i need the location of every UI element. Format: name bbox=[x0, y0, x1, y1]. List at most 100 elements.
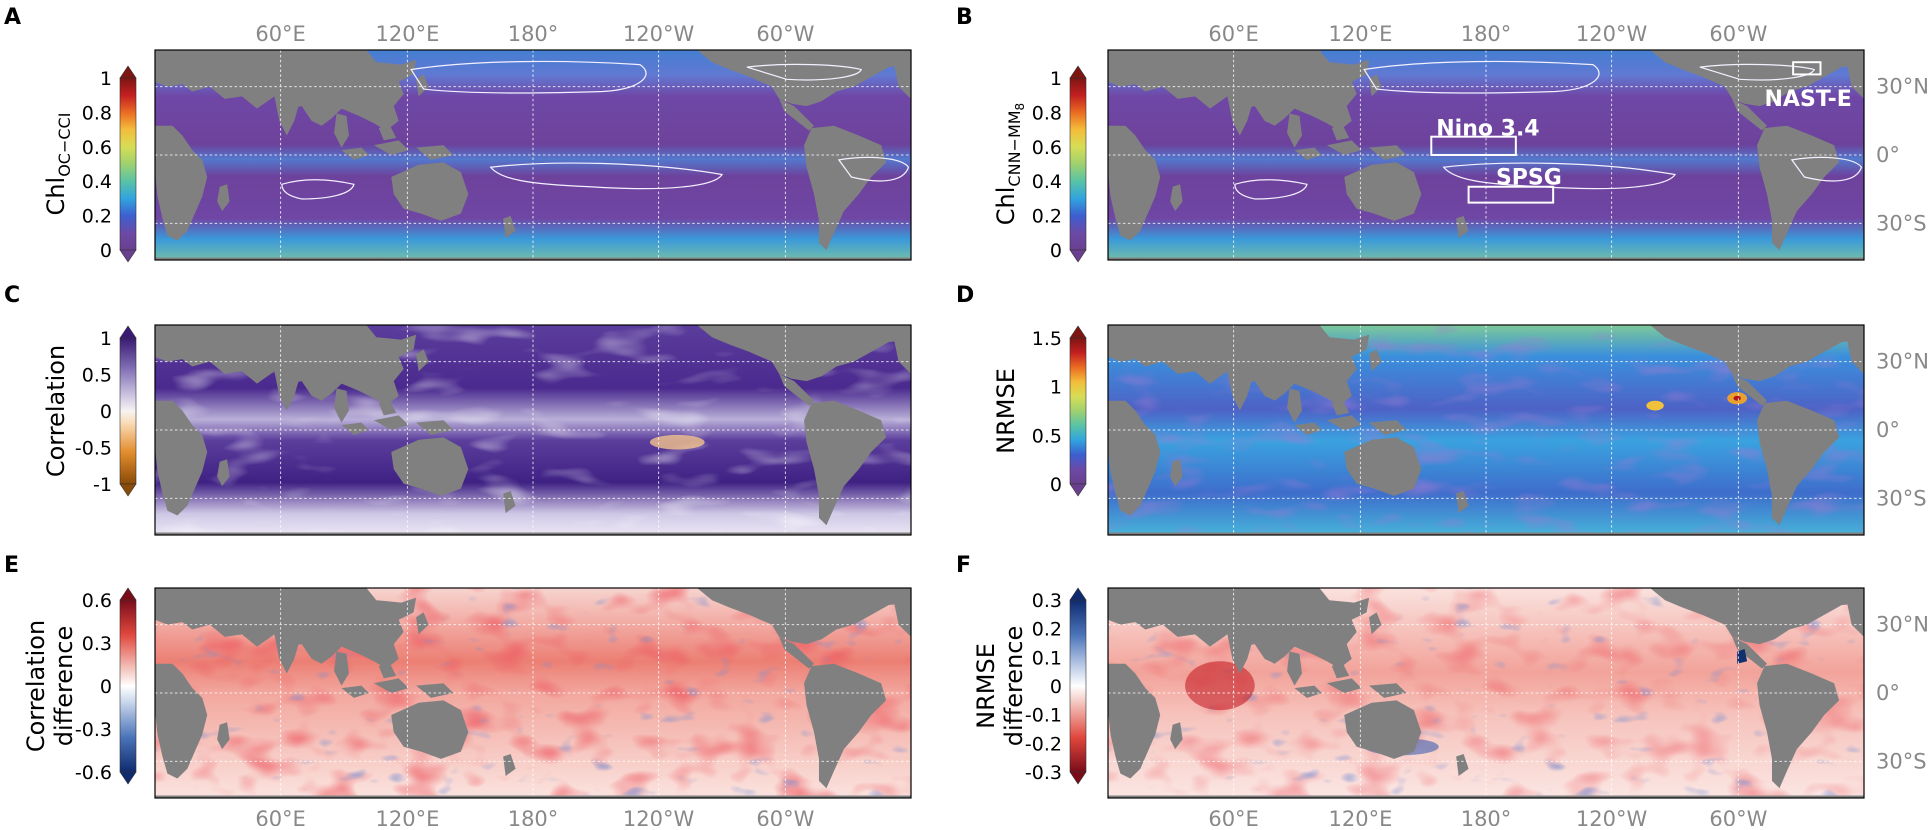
bottom-longitude-label: 120°E bbox=[375, 807, 439, 826]
map-frame-d bbox=[1107, 324, 1865, 536]
colorbar-tick-label: 0 bbox=[100, 401, 112, 423]
right-latitude-label: 30°S bbox=[1876, 486, 1927, 510]
colorbar-label: NRMSE bbox=[992, 368, 1020, 454]
colorbar-tick-label: 0 bbox=[100, 240, 112, 262]
colorbar-body bbox=[119, 337, 137, 485]
colorbar-body bbox=[1069, 77, 1087, 251]
colorbar-extend-min bbox=[1069, 483, 1087, 497]
map-frame-b bbox=[1107, 49, 1865, 261]
colorbar-extend-min bbox=[119, 771, 137, 785]
region-label-nino-3-4: Nino 3.4 bbox=[1436, 116, 1539, 141]
bottom-longitude-label: 180° bbox=[508, 807, 559, 826]
top-longitude-label: 120°W bbox=[623, 22, 695, 46]
map-e bbox=[154, 587, 912, 799]
colorbar-tick-label: 1 bbox=[1050, 377, 1062, 399]
colorbar-label-subscript: CNN−MM bbox=[1005, 110, 1024, 186]
colorbar-tick-label: 0.2 bbox=[1032, 206, 1062, 228]
map-b bbox=[1107, 49, 1865, 261]
colorbar-f: 0.3 0.2 0.1 0 -0.1 -0.2 -0.3 NRMSE difference bbox=[972, 587, 1087, 785]
bottom-longitude-label: 60°E bbox=[1208, 807, 1259, 826]
colorbar-tick-label: -0.5 bbox=[75, 438, 112, 460]
colorbar-extend-min bbox=[1069, 771, 1087, 785]
right-latitude-label: 30°N bbox=[1876, 75, 1929, 99]
map-frame-f bbox=[1107, 587, 1865, 799]
panel-letter-f: F bbox=[956, 553, 971, 578]
top-longitude-label: 180° bbox=[508, 22, 559, 46]
colorbar-label-subscript: OC−CCI bbox=[55, 113, 74, 177]
panels-layer: A60°E 120°E 180° 120°W 60°W10.80.60.40.20Chl… bbox=[4, 5, 1929, 830]
colorbar-tick-label: -0.6 bbox=[75, 762, 112, 784]
colorbar-extend-max bbox=[119, 325, 137, 339]
right-latitude-label: 0° bbox=[1876, 681, 1900, 705]
colorbar-label-main: Chl bbox=[42, 177, 70, 216]
bottom-longitude-label: 180° bbox=[1461, 807, 1512, 826]
top-longitude-label: 120°E bbox=[1328, 22, 1392, 46]
colorbar-extend-max bbox=[1069, 65, 1087, 79]
panel-f: F60°E 120°E 180° 120°W 60°W30°N0°30°S0.30.20… bbox=[956, 553, 1929, 830]
map-frame-c bbox=[154, 324, 912, 536]
colorbar-extend-max bbox=[1069, 587, 1087, 601]
colorbar-tick-label: 0.2 bbox=[1032, 619, 1062, 641]
colorbar-body bbox=[1069, 337, 1087, 485]
region-box-nino-3-4 bbox=[1430, 135, 1517, 156]
bottom-longitude-label: 120°W bbox=[1576, 807, 1648, 826]
colorbar-label: difference bbox=[1000, 626, 1028, 746]
colorbar-label: Correlation bbox=[42, 345, 70, 477]
colorbar-tick-label: 0 bbox=[1050, 676, 1062, 698]
colorbar-tick-label: 0.4 bbox=[82, 171, 112, 193]
colorbar-tick-label: -0.3 bbox=[1025, 762, 1062, 784]
panel-letter-c: C bbox=[4, 283, 20, 308]
bottom-longitude-label: 120°E bbox=[1328, 807, 1392, 826]
region-box-spsg bbox=[1467, 185, 1555, 204]
colorbar-a: 1 0.8 0.6 0.4 0.2 0 ChlOC−CCI bbox=[42, 65, 137, 263]
colorbar-label-main: Chl bbox=[992, 187, 1020, 226]
colorbar-body bbox=[1069, 599, 1087, 773]
map-c bbox=[154, 324, 912, 536]
colorbar-tick-label: 0.5 bbox=[1032, 425, 1062, 447]
right-latitude-label: 30°S bbox=[1876, 211, 1927, 235]
bottom-longitude-label: 60°E bbox=[255, 807, 306, 826]
panel-letter-b: B bbox=[956, 5, 973, 30]
colorbar-label-main: NRMSE bbox=[992, 368, 1020, 454]
panel-e: E 60°E 120°E 180° 120°W 60°W 0.6 0.3 0 -0.3 -0.6 Co… bbox=[4, 553, 912, 830]
colorbar-tick-label: 0.2 bbox=[82, 206, 112, 228]
panel-c: C 1 0.5 0 -0.5 -1 Correlation bbox=[4, 283, 912, 536]
colorbar-extend-min bbox=[1069, 249, 1087, 263]
colorbar-tick-label: -1 bbox=[93, 474, 112, 496]
colorbar-d: 1.5 1 0.5 0 NRMSE bbox=[992, 325, 1087, 497]
colorbar-tick-label: 0.8 bbox=[1032, 102, 1062, 124]
bottom-longitude-label: 120°W bbox=[623, 807, 695, 826]
map-f bbox=[1107, 587, 1865, 799]
top-longitude-label: 120°E bbox=[375, 22, 439, 46]
map-a bbox=[154, 49, 912, 261]
panel-d: D 30°N 0° 30°S 1.5 1 0.5 0 NRMSE bbox=[956, 283, 1929, 536]
colorbar-label: ChlOC−CCI bbox=[42, 113, 74, 216]
colorbar-label-main: Correlation bbox=[42, 345, 70, 477]
colorbar-label: difference bbox=[50, 626, 78, 746]
panel-letter-a: A bbox=[4, 5, 21, 30]
colorbar-extend-max bbox=[1069, 325, 1087, 339]
right-latitude-label: 0° bbox=[1876, 418, 1900, 442]
colorbar-c: 1 0.5 0 -0.5 -1 Correlation bbox=[42, 325, 137, 497]
colorbar-tick-label: -0.3 bbox=[75, 719, 112, 741]
panel-letter-e: E bbox=[4, 553, 19, 578]
colorbar-label: ChlCNN−MM8 bbox=[992, 103, 1027, 225]
colorbar-tick-label: 0.3 bbox=[82, 633, 112, 655]
colorbar-tick-label: 0.6 bbox=[82, 137, 112, 159]
top-longitude-label: 60°E bbox=[1208, 22, 1259, 46]
map-frame-a bbox=[154, 49, 912, 261]
colorbar-tick-label: 0.5 bbox=[82, 365, 112, 387]
region-label-spsg: SPSG bbox=[1496, 165, 1562, 190]
right-latitude-label: 30°S bbox=[1876, 749, 1927, 773]
region-label-nast-e: NAST-E bbox=[1765, 87, 1852, 112]
colorbar-tick-label: 1 bbox=[1050, 68, 1062, 90]
colorbar-tick-label: 0 bbox=[1050, 474, 1062, 496]
colorbar-tick-label: 0.4 bbox=[1032, 171, 1062, 193]
right-latitude-label: 30°N bbox=[1876, 613, 1929, 637]
top-longitude-label: 180° bbox=[1461, 22, 1512, 46]
panel-a: A 60°E 120°E 180° 120°W 60°W 1 0.8 0.6 0.4 0.2 0 Chl… bbox=[4, 5, 912, 263]
colorbar-tick-label: 0 bbox=[1050, 240, 1062, 262]
top-longitude-label: 60°E bbox=[255, 22, 306, 46]
colorbar-tick-label: 0 bbox=[100, 676, 112, 698]
